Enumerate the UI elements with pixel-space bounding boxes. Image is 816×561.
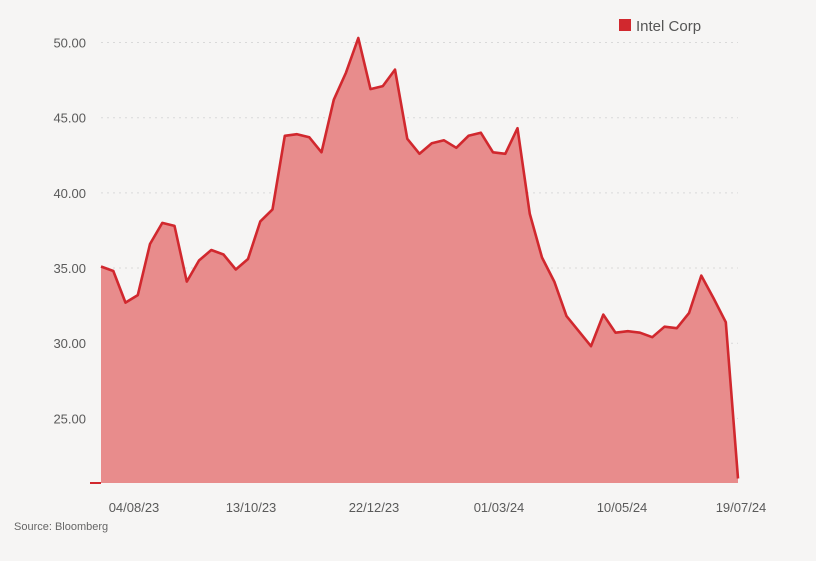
source-note: Source: Bloomberg: [14, 521, 108, 533]
x-tick-label: 10/05/24: [597, 500, 648, 515]
series-layer: [90, 36, 740, 484]
legend-swatch: [619, 19, 631, 31]
x-tick-label: 01/03/24: [474, 500, 525, 515]
legend-label: Intel Corp: [636, 18, 701, 35]
y-tick-label: 50.00: [53, 36, 86, 51]
x-tick-label: 13/10/23: [226, 500, 277, 515]
y-tick-label: 35.00: [53, 261, 86, 276]
x-tick-label: 19/07/24: [716, 500, 767, 515]
legend: Intel Corp: [619, 18, 701, 35]
y-tick-label: 40.00: [53, 186, 86, 201]
x-tick-label: 22/12/23: [349, 500, 400, 515]
x-tick-label: 04/08/23: [109, 500, 160, 515]
y-axis-ticks: 25.00 30.00 35.00 40.00 45.00 50.00: [53, 36, 86, 427]
y-tick-label: 30.00: [53, 336, 86, 351]
x-axis-ticks: 04/08/23 13/10/23 22/12/23 01/03/24 10/05/24…: [109, 500, 767, 515]
series-area-intel-corp: [101, 38, 738, 483]
y-tick-label: 45.00: [53, 111, 86, 126]
y-tick-label: 25.00: [53, 411, 86, 426]
series-line-intel-corp: [100, 36, 740, 479]
